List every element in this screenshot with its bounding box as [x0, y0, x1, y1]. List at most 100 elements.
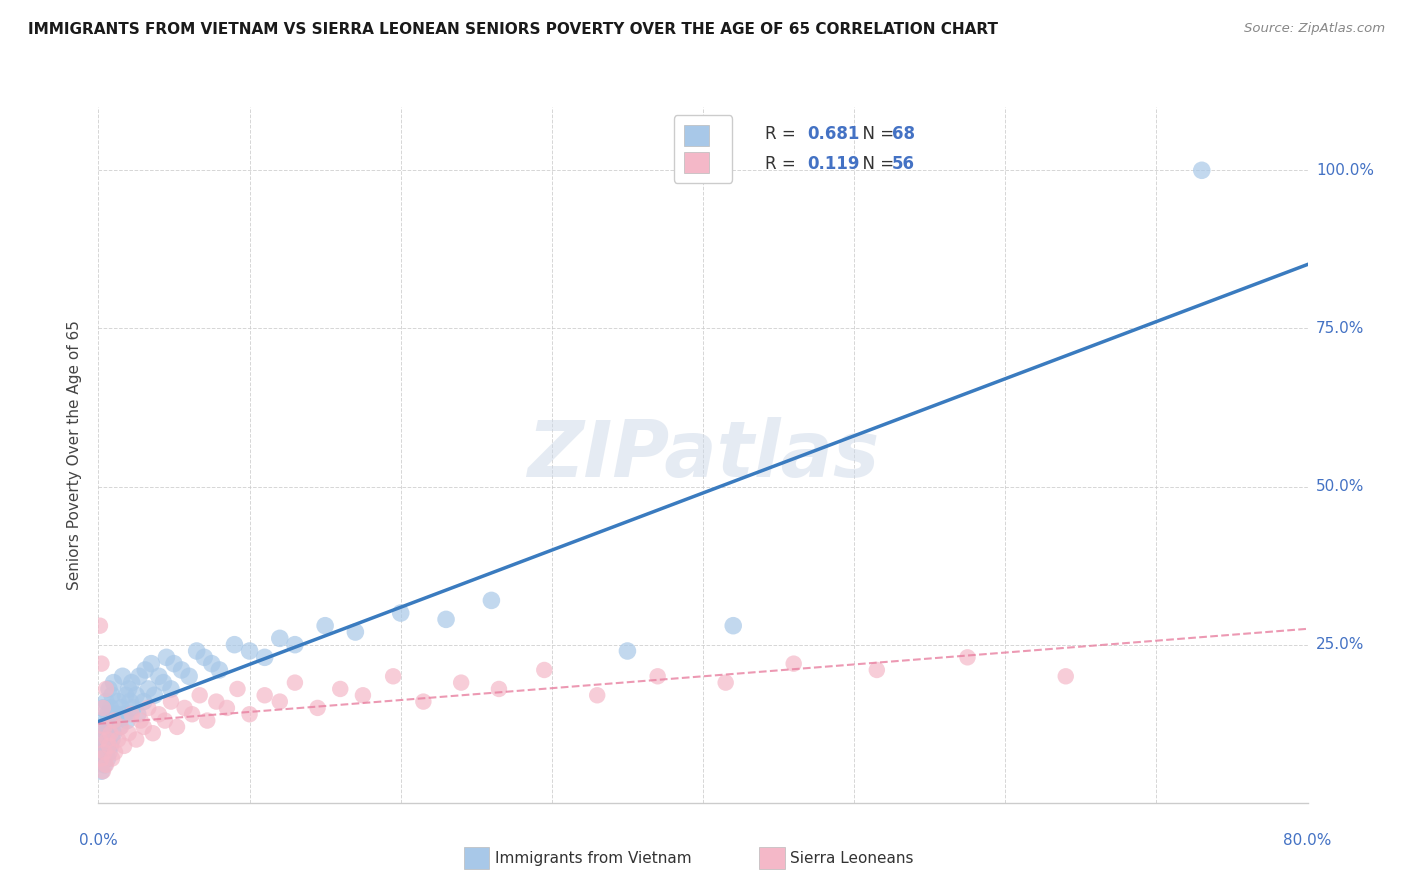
- Point: [956, 650, 979, 665]
- Point: [115, 714, 138, 728]
- Point: [434, 612, 457, 626]
- Text: Immigrants from Vietnam: Immigrants from Vietnam: [495, 851, 692, 865]
- Point: [101, 688, 124, 702]
- Point: [100, 739, 122, 753]
- Point: [193, 650, 215, 665]
- Point: [96, 732, 118, 747]
- Text: 68: 68: [891, 125, 915, 144]
- Point: [160, 695, 183, 709]
- Text: 25.0%: 25.0%: [1316, 637, 1364, 652]
- Text: ZIPatlas: ZIPatlas: [527, 417, 879, 493]
- Point: [160, 681, 183, 696]
- Point: [100, 726, 122, 740]
- Point: [110, 701, 132, 715]
- Point: [153, 714, 176, 728]
- Point: [141, 657, 163, 671]
- Point: [96, 751, 118, 765]
- Point: [721, 618, 744, 632]
- Y-axis label: Seniors Poverty Over the Age of 65: Seniors Poverty Over the Age of 65: [67, 320, 83, 590]
- Point: [181, 707, 204, 722]
- Point: [104, 714, 127, 728]
- Point: [208, 663, 231, 677]
- Point: [94, 745, 117, 759]
- Point: [307, 701, 329, 715]
- Point: [329, 681, 352, 696]
- Text: IMMIGRANTS FROM VIETNAM VS SIERRA LEONEAN SENIORS POVERTY OVER THE AGE OF 65 COR: IMMIGRANTS FROM VIETNAM VS SIERRA LEONEA…: [28, 22, 998, 37]
- Text: 0.0%: 0.0%: [79, 833, 118, 848]
- Point: [103, 714, 125, 728]
- Point: [121, 675, 143, 690]
- Point: [101, 751, 124, 765]
- Text: 100.0%: 100.0%: [1316, 163, 1374, 178]
- Point: [134, 663, 156, 677]
- Text: N =: N =: [852, 155, 900, 173]
- Point: [412, 695, 434, 709]
- Point: [91, 701, 114, 715]
- Point: [1054, 669, 1077, 683]
- Point: [93, 720, 115, 734]
- Point: [96, 707, 118, 722]
- Point: [90, 764, 112, 779]
- Point: [284, 638, 307, 652]
- Point: [647, 669, 669, 683]
- Point: [239, 707, 262, 722]
- Point: [148, 669, 170, 683]
- Point: [90, 720, 112, 734]
- Point: [111, 669, 134, 683]
- Point: [586, 688, 609, 702]
- Point: [100, 701, 122, 715]
- Point: [129, 714, 152, 728]
- Text: 75.0%: 75.0%: [1316, 321, 1364, 336]
- Point: [94, 726, 117, 740]
- Point: [481, 593, 503, 607]
- Point: [91, 732, 114, 747]
- Point: [344, 625, 367, 640]
- Point: [103, 726, 125, 740]
- Point: [121, 707, 143, 722]
- Point: [314, 618, 336, 632]
- Point: [93, 714, 115, 728]
- Point: [110, 720, 132, 734]
- Point: [714, 675, 737, 690]
- Point: [148, 707, 170, 722]
- Point: [488, 681, 510, 696]
- Point: [91, 751, 114, 765]
- Text: Source: ZipAtlas.com: Source: ZipAtlas.com: [1244, 22, 1385, 36]
- Point: [239, 644, 262, 658]
- Point: [127, 707, 149, 722]
- Legend: , : ,: [673, 115, 733, 183]
- Text: 80.0%: 80.0%: [1284, 833, 1331, 848]
- Point: [177, 669, 201, 683]
- Text: 56: 56: [891, 155, 915, 173]
- Point: [253, 650, 276, 665]
- Point: [269, 632, 291, 646]
- Text: 50.0%: 50.0%: [1316, 479, 1364, 494]
- Point: [98, 720, 121, 734]
- Point: [118, 726, 141, 740]
- Point: [352, 688, 374, 702]
- Point: [136, 681, 159, 696]
- Point: [112, 707, 135, 722]
- Point: [616, 644, 638, 658]
- Point: [93, 745, 115, 759]
- Point: [98, 745, 121, 759]
- Point: [91, 764, 114, 779]
- Point: [533, 663, 555, 677]
- Point: [125, 688, 148, 702]
- Point: [98, 681, 121, 696]
- Point: [90, 657, 112, 671]
- Point: [93, 757, 115, 772]
- Point: [122, 701, 145, 715]
- Point: [253, 688, 276, 702]
- Point: [195, 714, 218, 728]
- Point: [215, 701, 238, 715]
- Point: [89, 618, 111, 632]
- Point: [269, 695, 291, 709]
- Point: [101, 732, 124, 747]
- Text: Sierra Leoneans: Sierra Leoneans: [790, 851, 914, 865]
- Point: [108, 720, 131, 734]
- Point: [125, 732, 148, 747]
- Point: [205, 695, 228, 709]
- Text: R =: R =: [765, 125, 801, 144]
- Text: 0.681: 0.681: [807, 125, 860, 144]
